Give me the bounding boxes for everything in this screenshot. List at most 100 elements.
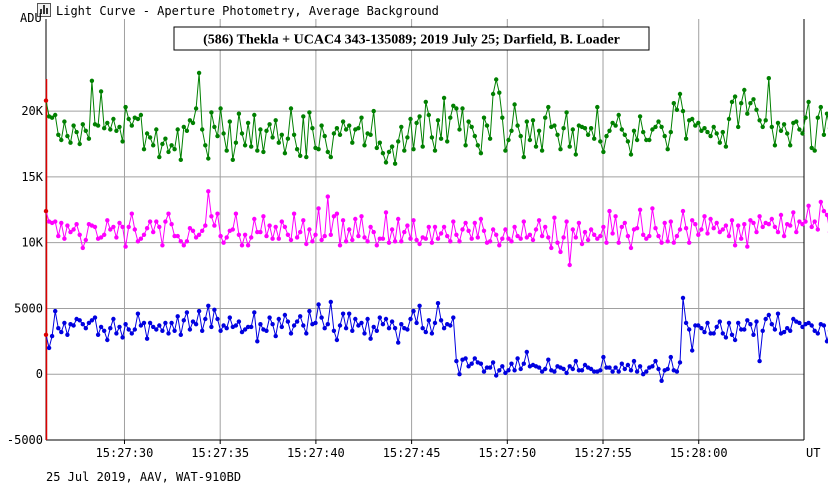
data-point	[435, 118, 441, 123]
data-point	[576, 220, 582, 226]
data-point	[785, 326, 790, 331]
data-point	[53, 219, 58, 224]
data-point	[43, 98, 49, 103]
data-point	[555, 132, 560, 137]
data-point	[573, 358, 578, 364]
data-point	[209, 110, 214, 115]
data-point	[184, 239, 190, 244]
data-point	[356, 233, 361, 239]
data-point	[699, 227, 704, 232]
data-point	[233, 211, 239, 216]
data-point	[448, 323, 453, 328]
data-point	[77, 141, 82, 147]
data-point	[487, 239, 493, 244]
data-point	[368, 224, 373, 230]
data-point	[291, 323, 297, 328]
data-point	[484, 365, 490, 370]
data-point	[561, 366, 566, 372]
data-point	[742, 87, 747, 93]
data-point	[322, 233, 327, 239]
data-point	[736, 320, 741, 326]
data-point	[714, 220, 719, 226]
data-point	[763, 316, 768, 322]
x-tick-label: 15:27:30	[96, 446, 154, 460]
data-point	[334, 126, 340, 131]
data-point	[71, 123, 76, 128]
data-point	[438, 136, 444, 141]
data-point	[588, 126, 594, 131]
data-point	[301, 218, 306, 223]
data-point	[659, 124, 664, 130]
data-point	[160, 141, 165, 147]
data-point	[582, 229, 588, 235]
data-point	[628, 152, 634, 157]
data-point	[377, 315, 382, 320]
data-point	[59, 220, 64, 226]
data-point	[408, 236, 413, 241]
data-point	[824, 212, 828, 218]
data-point	[766, 76, 771, 81]
data-point	[800, 131, 805, 136]
data-point	[769, 124, 774, 130]
data-point	[448, 239, 453, 244]
data-point	[144, 226, 150, 231]
data-point	[595, 104, 600, 110]
data-point	[310, 126, 315, 131]
data-point	[668, 354, 673, 360]
data-point	[653, 358, 658, 364]
data-point	[319, 123, 324, 128]
data-point	[62, 320, 67, 326]
data-point	[763, 118, 768, 123]
data-point	[138, 323, 144, 328]
data-point	[126, 327, 131, 332]
data-point	[530, 118, 536, 123]
data-point	[328, 299, 333, 305]
data-point	[359, 214, 364, 219]
data-point	[824, 111, 828, 116]
data-point	[558, 147, 563, 152]
data-point	[166, 331, 171, 336]
data-point	[319, 237, 324, 243]
data-point	[736, 124, 741, 130]
data-point	[166, 211, 171, 216]
data-point	[196, 308, 202, 314]
data-point	[515, 356, 520, 361]
data-point	[717, 140, 722, 145]
data-point	[539, 369, 545, 374]
data-point	[742, 222, 747, 227]
data-point	[696, 120, 701, 126]
data-point	[760, 328, 765, 333]
data-point	[227, 119, 232, 124]
data-point	[788, 223, 793, 228]
data-point	[457, 239, 462, 244]
data-point	[389, 227, 395, 232]
data-point	[788, 143, 793, 148]
data-point	[157, 224, 162, 230]
data-point	[249, 144, 254, 149]
data-point	[386, 326, 392, 331]
data-point	[62, 119, 67, 124]
data-point	[46, 345, 52, 351]
data-point	[328, 232, 333, 237]
data-point	[543, 115, 548, 120]
data-point	[683, 136, 689, 141]
data-point	[411, 147, 416, 152]
data-point	[653, 226, 658, 231]
data-point	[487, 136, 493, 141]
data-point	[252, 310, 257, 315]
data-point	[328, 154, 333, 160]
data-point	[151, 324, 156, 330]
data-point	[732, 243, 738, 248]
data-point	[650, 127, 655, 132]
data-point	[120, 224, 125, 230]
data-point	[154, 327, 159, 332]
data-point	[304, 241, 309, 247]
data-point	[129, 123, 134, 128]
data-point	[83, 128, 89, 133]
data-point	[598, 368, 603, 373]
data-point	[203, 316, 208, 322]
data-point	[564, 219, 569, 224]
data-point	[592, 369, 597, 374]
data-point	[705, 231, 710, 236]
data-point	[570, 227, 575, 232]
